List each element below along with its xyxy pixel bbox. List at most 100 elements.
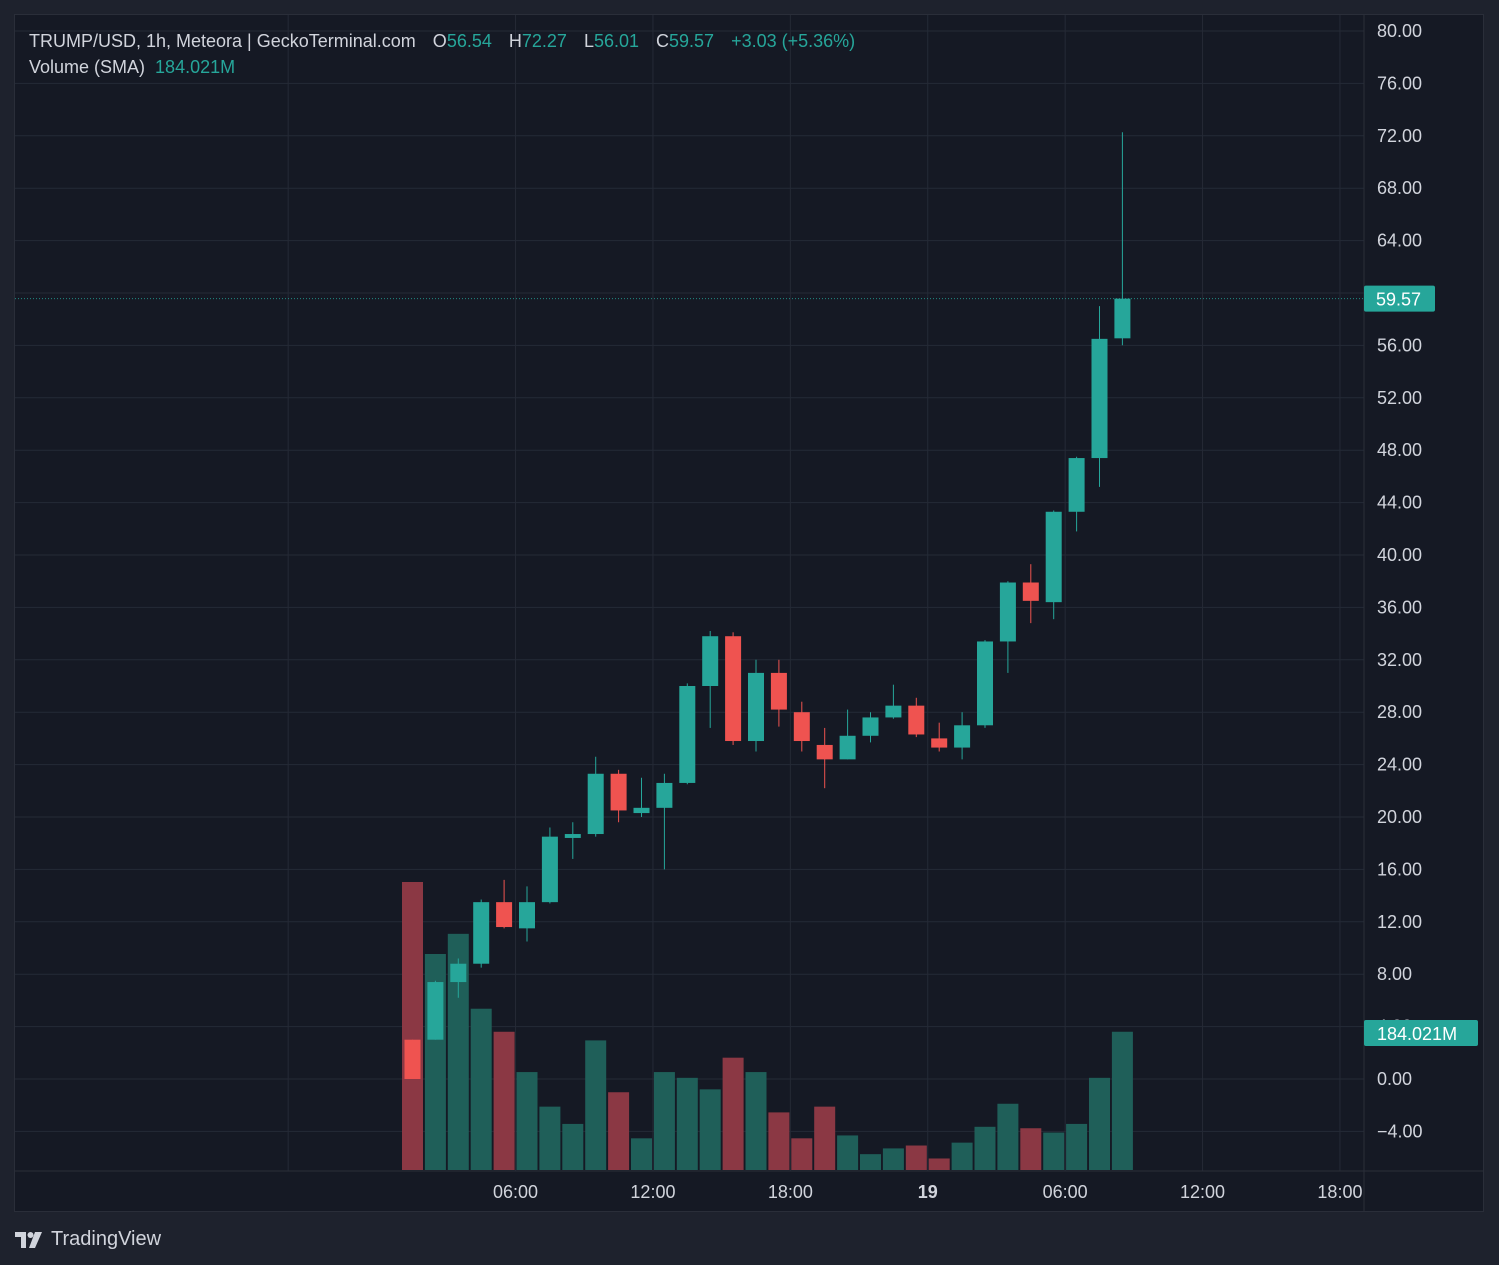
open-value: 56.54 (446, 31, 492, 51)
volume-bar (1020, 1128, 1042, 1170)
tradingview-icon (15, 1231, 42, 1248)
price-tick-label: 68.00 (1377, 178, 1422, 198)
volume-bar (493, 1031, 515, 1170)
candle-body (519, 902, 535, 929)
high-value: 72.27 (521, 31, 567, 51)
candle-body (839, 735, 856, 760)
candle-body (862, 717, 879, 736)
candle-body (427, 982, 444, 1040)
candle-body (999, 582, 1016, 642)
tradingview-label: TradingView (51, 1228, 162, 1250)
chart-canvas[interactable]: 80.00 76.00 72.00 68.00 64.00 56.00 52.00 48.00… (15, 15, 1483, 1211)
time-tick-label: 18:00 (768, 1182, 813, 1202)
volume-bar (653, 1072, 675, 1170)
time-tick-label: 12:00 (630, 1182, 675, 1202)
volume-bar (539, 1106, 561, 1170)
candle-body (1114, 298, 1131, 339)
low-value: 56.01 (593, 31, 639, 51)
change-value: +3.03 (+5.36%) (731, 31, 856, 51)
volume-bar (928, 1158, 950, 1170)
price-tick-label: 64.00 (1377, 231, 1422, 251)
price-tick-label: 76.00 (1377, 73, 1422, 93)
candle-body (610, 773, 627, 811)
candle-body (885, 705, 902, 718)
time-tick-label: 18:00 (1317, 1182, 1362, 1202)
tradingview-logo[interactable]: TradingView (15, 1228, 161, 1251)
candle-body (656, 782, 673, 808)
volume-bar (722, 1057, 744, 1170)
candle-body (404, 1039, 421, 1079)
volume-bar (631, 1138, 652, 1170)
candle-body (793, 712, 810, 742)
volume-label: Volume (SMA) (29, 57, 146, 77)
price-tick-label: 36.00 (1377, 597, 1422, 617)
price-tick-label: −4.00 (1377, 1121, 1423, 1141)
candle-body (1068, 458, 1085, 512)
price-tick-label: 12.00 (1377, 912, 1422, 932)
volume-bar (562, 1123, 584, 1170)
volume-bar (791, 1138, 813, 1170)
price-tick-label: 40.00 (1377, 545, 1422, 565)
time-tick-label: 06:00 (493, 1182, 538, 1202)
time-tick-label: 19 (918, 1182, 938, 1202)
volume-bar (1043, 1132, 1065, 1170)
volume-bar (997, 1103, 1019, 1170)
candle-body (908, 705, 925, 735)
candle-body (541, 836, 558, 903)
volume-bar (1089, 1077, 1110, 1170)
volume-bar (676, 1077, 698, 1170)
price-tick-label: 52.00 (1377, 388, 1422, 408)
candle-body (473, 902, 490, 964)
volume-bar (951, 1142, 973, 1170)
volume-bar (699, 1089, 721, 1170)
price-tick-label: 80.00 (1377, 21, 1422, 41)
price-tick-label: 72.00 (1377, 126, 1422, 146)
candle-body (1091, 338, 1108, 459)
price-tick-label: 32.00 (1377, 650, 1422, 670)
close-label: C (656, 31, 670, 51)
volume-bar (814, 1106, 836, 1170)
volume-bar (882, 1148, 904, 1170)
last-volume-badge (1364, 1020, 1478, 1046)
candle-body (748, 672, 764, 742)
chart-frame: 80.00 76.00 72.00 68.00 64.00 56.00 52.00 48.00… (14, 14, 1484, 1212)
last-price-badge (1364, 285, 1435, 312)
candle-body (725, 636, 742, 742)
volume-bar (447, 933, 469, 1170)
candle-body (977, 641, 993, 726)
volume-bar (905, 1145, 927, 1170)
candle-body (564, 834, 581, 838)
volume-bar (1066, 1123, 1088, 1170)
price-tick-label: 44.00 (1377, 493, 1422, 513)
volume-bar (745, 1072, 767, 1170)
volume-bar (860, 1154, 881, 1170)
volume-bar (585, 1040, 607, 1170)
candle-body (770, 672, 787, 710)
volume-value: 184.021M (155, 57, 236, 77)
price-tick-label: 24.00 (1377, 755, 1422, 775)
candle-body (931, 738, 948, 748)
volume-bar (974, 1126, 996, 1170)
volume-bar (837, 1135, 859, 1170)
time-tick-label: 06:00 (1043, 1182, 1088, 1202)
close-value: 59.57 (669, 31, 715, 51)
price-tick-label: 0.00 (1377, 1069, 1412, 1089)
candle-body (587, 773, 604, 835)
candle-body (450, 963, 467, 983)
volume-bar (1111, 1031, 1133, 1170)
candle-body (816, 744, 833, 760)
last-price-label: 59.57 (1376, 290, 1421, 310)
volume-bar (470, 1008, 492, 1170)
price-tick-label: 28.00 (1377, 702, 1422, 722)
candle-body (633, 807, 650, 814)
candle-body (679, 686, 696, 783)
candle-body (496, 902, 513, 928)
low-label: L (583, 31, 594, 51)
ohlc-legend: TRUMP/USD, 1h, Meteora | GeckoTerminal.c… (29, 28, 855, 54)
volume-legend: Volume (SMA) 184.021M (29, 54, 235, 80)
high-label: H (508, 31, 522, 51)
volume-bar (768, 1112, 790, 1170)
price-tick-label: 48.00 (1377, 440, 1422, 460)
price-tick-label: 16.00 (1377, 859, 1422, 879)
price-tick-label: 56.00 (1377, 335, 1422, 355)
